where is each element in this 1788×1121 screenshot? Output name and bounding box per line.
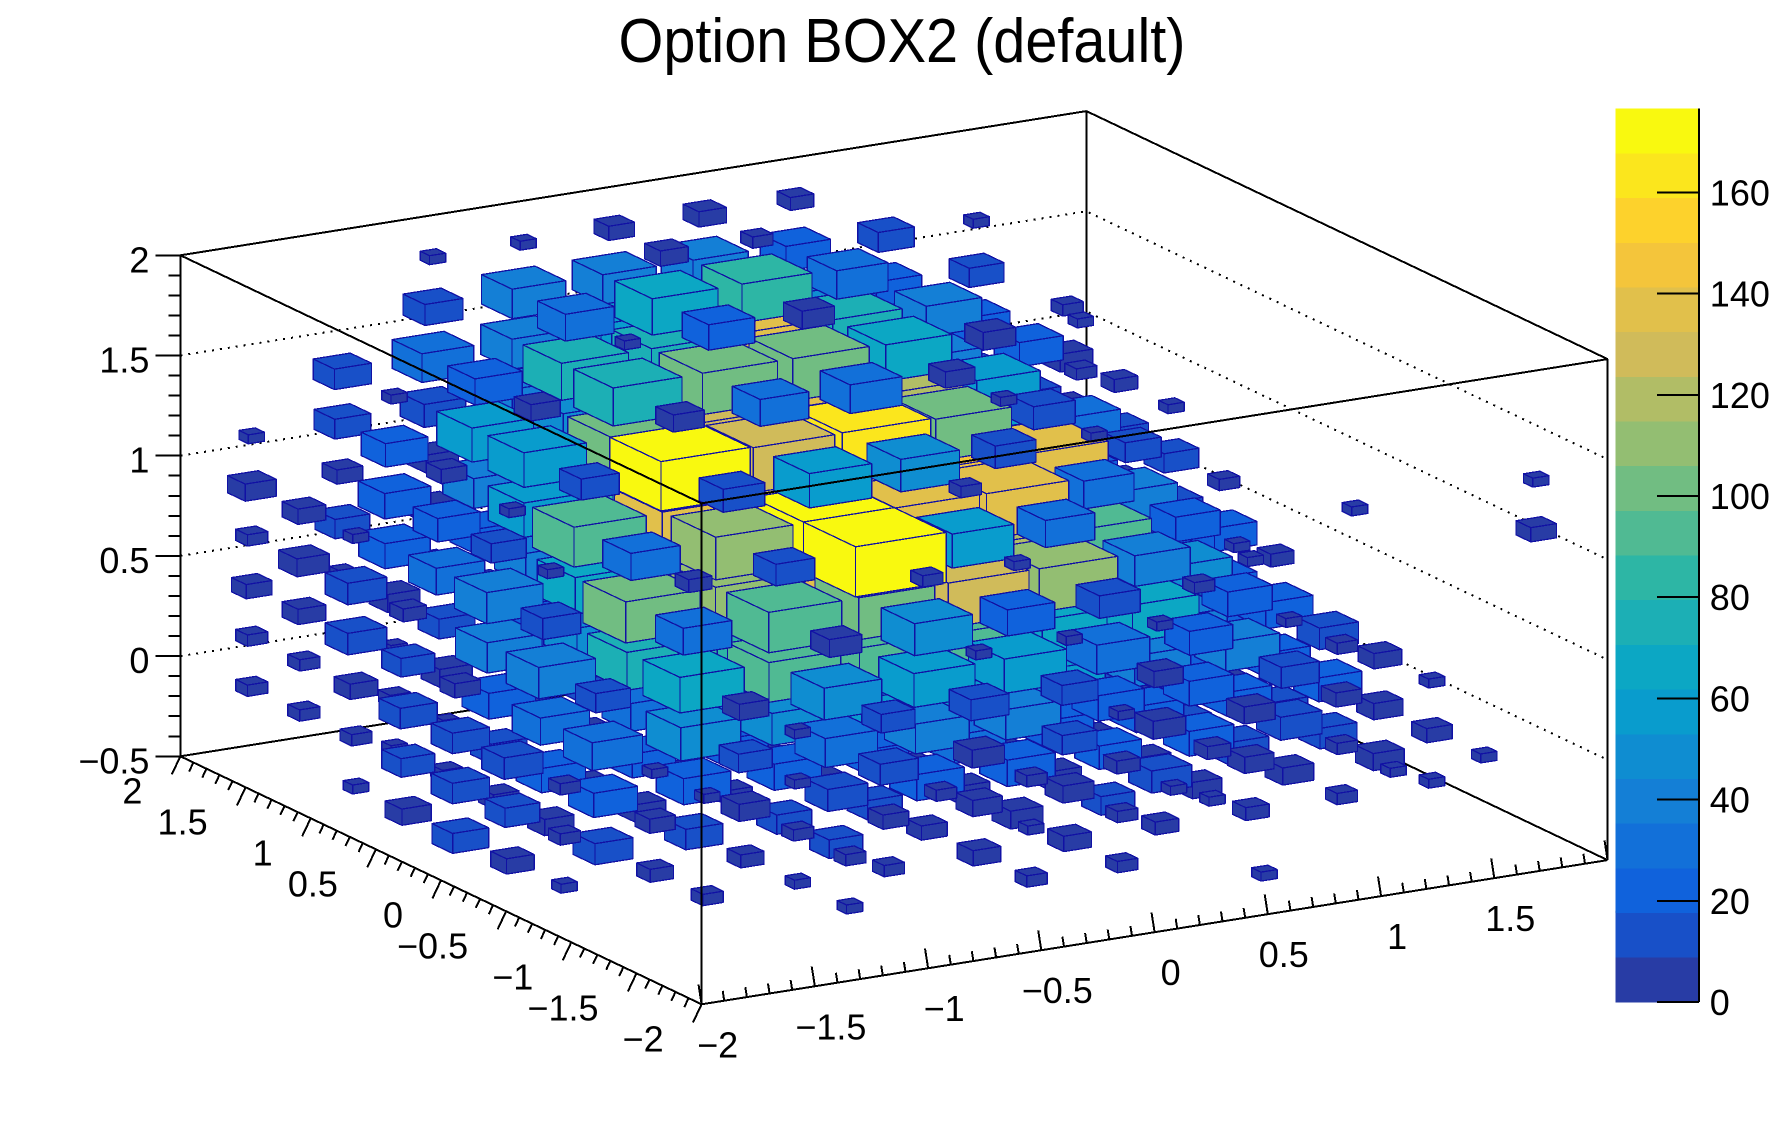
svg-text:−0.5: −0.5 [397,925,468,966]
svg-text:Option BOX2 (default): Option BOX2 (default) [619,7,1186,76]
svg-text:0: 0 [383,894,403,935]
svg-text:−0.5: −0.5 [1022,970,1093,1011]
svg-text:0: 0 [1710,982,1730,1023]
svg-text:0.5: 0.5 [1259,934,1309,975]
svg-text:1: 1 [129,440,149,481]
svg-text:−1.5: −1.5 [795,1006,866,1047]
svg-text:120: 120 [1710,375,1770,416]
svg-text:−1.5: −1.5 [527,987,598,1028]
svg-text:140: 140 [1710,274,1770,315]
svg-text:2: 2 [122,770,142,811]
svg-text:1.5: 1.5 [158,801,208,842]
svg-text:60: 60 [1710,678,1750,719]
svg-text:0: 0 [1161,952,1181,993]
svg-text:0: 0 [129,640,149,681]
svg-text:−2: −2 [623,1018,664,1059]
svg-text:1.5: 1.5 [1485,898,1535,939]
svg-text:−1: −1 [924,988,965,1029]
svg-text:0.5: 0.5 [99,540,149,581]
svg-text:−1: −1 [492,956,533,997]
svg-text:100: 100 [1710,476,1770,517]
svg-text:1.5: 1.5 [99,340,149,381]
svg-text:2: 2 [129,239,149,280]
svg-text:1: 1 [1387,916,1407,957]
svg-text:−0.5: −0.5 [78,740,149,781]
svg-text:−2: −2 [697,1024,738,1065]
svg-text:1: 1 [253,832,273,873]
svg-text:0.5: 0.5 [288,863,338,904]
svg-text:40: 40 [1710,780,1750,821]
svg-text:20: 20 [1710,881,1750,922]
svg-text:80: 80 [1710,577,1750,618]
svg-text:160: 160 [1710,173,1770,214]
